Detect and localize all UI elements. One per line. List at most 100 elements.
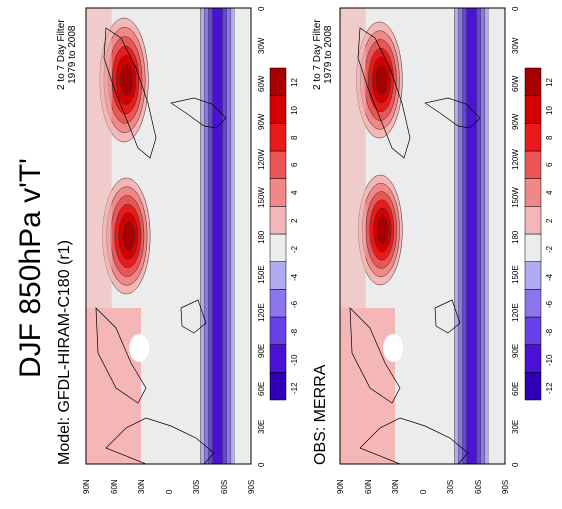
nh-lobe-1-level-11	[377, 216, 389, 244]
lon-tick-label: 60W	[257, 75, 266, 92]
map-frame	[339, 7, 506, 465]
map-frame	[85, 7, 252, 465]
lon-tick-label: 0	[257, 6, 266, 11]
colorbar-swatch	[524, 206, 542, 235]
colorbar-swatch	[524, 372, 542, 401]
colorbar-swatch	[524, 344, 542, 373]
colorbar-swatch	[524, 289, 542, 318]
nh-asia-band	[86, 308, 141, 464]
colorbar-swatch	[524, 123, 542, 152]
colorbar-tick-label: 6	[545, 162, 554, 168]
nh-lobe-0-level-11	[120, 64, 133, 96]
lat-tick-label: 0	[418, 489, 428, 494]
lon-tick-label: 120E	[511, 303, 520, 322]
colorbar-swatch	[269, 67, 287, 96]
lat-tick-label: 30N	[391, 479, 400, 494]
lon-tick-label: 60W	[511, 75, 520, 92]
lon-tick-label: 150W	[511, 187, 520, 208]
colorbar-tick-label: -2	[290, 245, 299, 253]
lat-tick-label: 60S	[473, 479, 483, 494]
lon-tick-label: 90W	[511, 113, 520, 130]
nh-lobe-1-level-11	[122, 221, 136, 251]
colorbar-tick-label: 10	[290, 105, 299, 115]
colorbar-tick-label: -10	[545, 354, 554, 366]
colorbar-tick-label: -2	[545, 245, 554, 253]
colorbar-tick-label: 2	[290, 218, 299, 223]
panel-obs-filter-line1: 2 to 7 Day Filter	[312, 19, 323, 90]
colorbar-swatch	[269, 261, 287, 290]
masked-land	[129, 334, 150, 362]
lon-tick-label: 30E	[511, 419, 520, 434]
lon-tick-label: 60E	[511, 381, 520, 396]
lon-tick-label: 120W	[257, 149, 266, 170]
lat-tick-label: 90S	[247, 479, 256, 494]
colorbar-tick-label: -8	[290, 328, 299, 336]
nh-lobe-0-level-11	[375, 65, 388, 95]
colorbar-tick-label: 6	[290, 162, 299, 168]
colorbar-tick-label: 8	[290, 135, 299, 140]
sh-polar-band	[234, 8, 251, 464]
sh-polar-band	[488, 8, 505, 464]
sh-band-level-1	[212, 7, 223, 465]
coastline-0	[103, 27, 157, 159]
colorbar-swatch	[524, 261, 542, 290]
sh-band-level-1	[466, 7, 477, 465]
colorbar-tick-label: 12	[545, 77, 554, 87]
coastline-4	[434, 299, 461, 334]
lat-tick-label: 0	[164, 489, 174, 494]
colorbar-tick-label: -12	[545, 382, 554, 394]
lat-tick-label: 30S	[446, 479, 455, 494]
panel-model-filter-line2: 1979 to 2008	[67, 25, 78, 84]
coastline-1	[170, 97, 227, 129]
coastline-1	[424, 97, 481, 129]
colorbar-swatch	[524, 233, 542, 262]
colorbar-swatch	[269, 178, 287, 207]
colorbar-tick-label: -10	[290, 354, 299, 366]
colorbar-swatch	[269, 372, 287, 401]
lon-tick-label: 0	[511, 6, 520, 11]
lat-tick-label: 90N	[336, 479, 345, 494]
lon-tick-label: 90W	[257, 113, 266, 130]
colorbar-swatch	[269, 95, 287, 124]
colorbar-swatch	[269, 123, 287, 152]
lon-tick-label: 150E	[511, 265, 520, 284]
lat-tick-label: 60N	[363, 479, 373, 494]
colorbar-swatch	[524, 150, 542, 179]
lon-tick-label: 0	[511, 462, 520, 467]
colorbar-swatch	[524, 67, 542, 96]
lat-tick-label: 90S	[501, 479, 510, 494]
colorbar-tick-label: -6	[545, 301, 554, 309]
lon-tick-label: 150W	[257, 187, 266, 208]
colorbar-tick-label: 4	[290, 190, 299, 195]
lon-tick-label: 30W	[511, 37, 520, 54]
colorbar-tick-label: -12	[290, 382, 299, 394]
panel-model-filter-label: 2 to 7 Day Filter 1979 to 2008	[56, 19, 78, 90]
lon-tick-label: 120E	[257, 303, 266, 322]
colorbar-swatch	[524, 178, 542, 207]
colorbar-tick-label: -8	[545, 328, 554, 336]
coastline-3	[349, 307, 401, 404]
panel-model-filter-line1: 2 to 7 Day Filter	[56, 19, 67, 90]
lat-tick-label: 60N	[109, 479, 119, 494]
colorbar-swatch	[269, 233, 287, 262]
masked-land	[383, 334, 404, 362]
lon-tick-label: 0	[257, 462, 266, 467]
colorbar-swatch	[269, 150, 287, 179]
colorbar-swatch	[269, 289, 287, 318]
lon-tick-label: 60E	[257, 381, 266, 396]
lon-tick-label: 90E	[257, 343, 266, 358]
panel-obs-label: OBS: MERRA	[312, 364, 329, 465]
colorbar-swatch	[269, 344, 287, 373]
lon-tick-label: 30E	[257, 419, 266, 434]
colorbar-tick-label: -4	[290, 273, 299, 281]
lat-tick-label: 60S	[219, 479, 229, 494]
colorbar-tick-label: 4	[545, 190, 554, 195]
colorbar-swatch	[524, 95, 542, 124]
lon-tick-label: 90E	[511, 343, 520, 358]
map-obs	[339, 7, 506, 465]
lon-tick-label: 30W	[257, 37, 266, 54]
colorbar-tick-label: 10	[545, 105, 554, 115]
lat-tick-label: 30N	[137, 479, 146, 494]
colorbar-tick-label: -6	[290, 301, 299, 309]
colorbar-model	[269, 67, 287, 401]
